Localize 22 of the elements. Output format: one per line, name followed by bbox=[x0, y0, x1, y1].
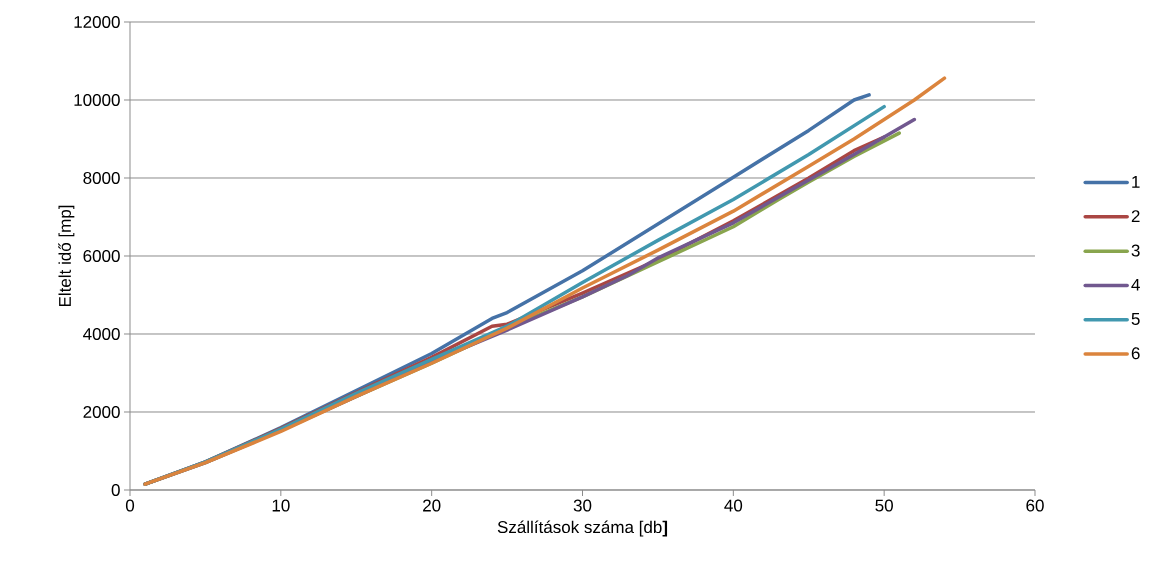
y-tick-label: 10000 bbox=[74, 93, 120, 107]
legend-label: 2 bbox=[1131, 210, 1140, 223]
legend-label: 6 bbox=[1131, 347, 1140, 360]
legend-label: 3 bbox=[1131, 244, 1140, 257]
legend-label: 4 bbox=[1131, 278, 1140, 291]
y-tick-label: 0 bbox=[111, 483, 120, 497]
x-tick-label: 40 bbox=[724, 499, 743, 512]
legend-label: 5 bbox=[1131, 313, 1140, 325]
y-tick-label: 6000 bbox=[83, 249, 120, 263]
x-tick-label: 20 bbox=[423, 499, 441, 512]
y-tick-label: 8000 bbox=[83, 171, 120, 185]
x-tick-label: 10 bbox=[272, 499, 290, 512]
x-tick-label: 50 bbox=[875, 499, 893, 512]
x-tick-label: 30 bbox=[573, 499, 592, 512]
y-tick-label: 4000 bbox=[83, 327, 120, 341]
y-tick-label: 2000 bbox=[83, 405, 120, 419]
x-tick-label: 60 bbox=[1026, 499, 1044, 512]
legend-label: 1 bbox=[1132, 175, 1140, 188]
y-axis-title: Eltelt idő [mp] bbox=[58, 205, 75, 307]
y-tick-label: 12000 bbox=[74, 15, 120, 29]
x-axis-title: Szállítások száma [db] bbox=[497, 520, 668, 537]
x-tick-label: 0 bbox=[125, 499, 135, 512]
